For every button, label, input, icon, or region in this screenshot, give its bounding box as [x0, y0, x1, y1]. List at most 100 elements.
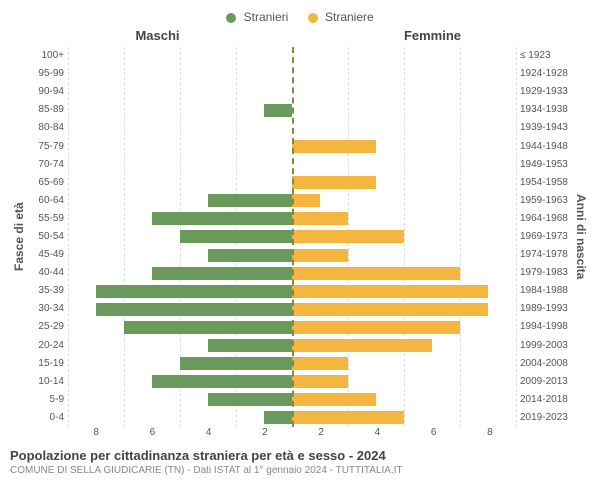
- x-tick: 8: [462, 427, 518, 438]
- bar-female: [292, 249, 348, 262]
- x-axis: 2468 2468: [68, 427, 518, 438]
- bar-female: [292, 375, 348, 388]
- x-tick: 4: [181, 427, 237, 438]
- bar-male: [124, 321, 292, 334]
- birth-tick: 1974-1978: [516, 250, 572, 260]
- age-tick: 95-99: [28, 69, 68, 79]
- age-tick: 0-4: [28, 413, 68, 423]
- bars-male: [68, 47, 292, 427]
- legend: Stranieri Straniere: [10, 10, 590, 24]
- birth-tick: 1994-1998: [516, 322, 572, 332]
- birth-tick: 1934-1938: [516, 105, 572, 115]
- birth-tick: ≤ 1923: [516, 51, 572, 61]
- plot-area: [68, 47, 516, 427]
- y-axis-label-right: Anni di nascita: [572, 47, 590, 427]
- birth-tick: 1979-1983: [516, 268, 572, 278]
- x-axis-ticks-left: 2468: [68, 427, 293, 438]
- x-tick: 4: [349, 427, 405, 438]
- x-tick: 6: [406, 427, 462, 438]
- x-tick: 2: [293, 427, 349, 438]
- bar-male: [264, 411, 292, 424]
- age-tick: 35-39: [28, 286, 68, 296]
- bar-female: [292, 321, 460, 334]
- bar-female: [292, 411, 404, 424]
- legend-swatch-female: [308, 13, 318, 23]
- bar-female: [292, 267, 460, 280]
- side-title-male: Maschi: [10, 28, 295, 43]
- age-tick: 65-69: [28, 178, 68, 188]
- age-tick: 55-59: [28, 214, 68, 224]
- legend-label-female: Straniere: [325, 10, 374, 24]
- y-axis-label-left: Fasce di età: [10, 47, 28, 427]
- age-tick: 90-94: [28, 87, 68, 97]
- x-tick: 6: [124, 427, 180, 438]
- bar-female: [292, 393, 376, 406]
- bar-female: [292, 303, 488, 316]
- legend-swatch-male: [226, 13, 236, 23]
- x-axis-ticks-right: 2468: [293, 427, 518, 438]
- age-tick: 40-44: [28, 268, 68, 278]
- x-tick: 8: [68, 427, 124, 438]
- bar-female: [292, 285, 488, 298]
- birth-tick: 1969-1973: [516, 232, 572, 242]
- age-tick: 80-84: [28, 123, 68, 133]
- bar-male: [180, 357, 292, 370]
- birth-tick: 2009-2013: [516, 377, 572, 387]
- bar-male: [96, 303, 292, 316]
- bar-female: [292, 194, 320, 207]
- birth-tick: 2014-2018: [516, 395, 572, 405]
- birth-tick: 1924-1928: [516, 69, 572, 79]
- bar-male: [208, 249, 292, 262]
- y-axis-ticks-age: 100+95-9990-9485-8980-8475-7970-7465-696…: [28, 47, 68, 427]
- age-tick: 50-54: [28, 232, 68, 242]
- birth-tick: 1949-1953: [516, 160, 572, 170]
- birth-tick: 1939-1943: [516, 123, 572, 133]
- age-tick: 85-89: [28, 105, 68, 115]
- age-tick: 70-74: [28, 160, 68, 170]
- birth-tick: 1989-1993: [516, 304, 572, 314]
- birth-tick: 1929-1933: [516, 87, 572, 97]
- birth-tick: 1959-1963: [516, 196, 572, 206]
- bar-female: [292, 140, 376, 153]
- age-tick: 20-24: [28, 341, 68, 351]
- birth-tick: 1964-1968: [516, 214, 572, 224]
- age-tick: 25-29: [28, 322, 68, 332]
- bar-male: [180, 230, 292, 243]
- birth-tick: 2004-2008: [516, 359, 572, 369]
- age-tick: 100+: [28, 51, 68, 61]
- bar-male: [264, 104, 292, 117]
- legend-label-male: Stranieri: [244, 10, 289, 24]
- birth-tick: 1954-1958: [516, 178, 572, 188]
- birth-tick: 1999-2003: [516, 341, 572, 351]
- bar-female: [292, 339, 432, 352]
- population-pyramid-chart: Fasce di età 100+95-9990-9485-8980-8475-…: [10, 47, 590, 427]
- bars-female: [292, 47, 516, 427]
- bar-male: [152, 375, 292, 388]
- age-tick: 30-34: [28, 304, 68, 314]
- side-title-female: Femmine: [295, 28, 590, 43]
- age-tick: 10-14: [28, 377, 68, 387]
- bar-female: [292, 357, 348, 370]
- chart-subtitle: COMUNE DI SELLA GIUDICARIE (TN) - Dati I…: [10, 465, 590, 476]
- center-axis-line: [292, 47, 294, 427]
- bar-male: [208, 339, 292, 352]
- legend-item-male: Stranieri: [226, 10, 288, 24]
- bar-male: [152, 267, 292, 280]
- age-tick: 15-19: [28, 359, 68, 369]
- bar-male: [152, 212, 292, 225]
- y-axis-ticks-birth: ≤ 1923 1924-1928 1929-1933 1934-1938 1939-19…: [516, 47, 572, 427]
- age-tick: 45-49: [28, 250, 68, 260]
- age-tick: 5-9: [28, 395, 68, 405]
- birth-tick: 1944-1948: [516, 142, 572, 152]
- birth-tick: 1984-1988: [516, 286, 572, 296]
- chart-title: Popolazione per cittadinanza straniera p…: [10, 448, 590, 463]
- bar-female: [292, 230, 404, 243]
- bar-male: [96, 285, 292, 298]
- legend-item-female: Straniere: [308, 10, 374, 24]
- x-tick: 2: [237, 427, 293, 438]
- bar-female: [292, 212, 348, 225]
- bar-male: [208, 393, 292, 406]
- bar-male: [208, 194, 292, 207]
- birth-tick: 2019-2023: [516, 413, 572, 423]
- side-titles: Maschi Femmine: [10, 28, 590, 43]
